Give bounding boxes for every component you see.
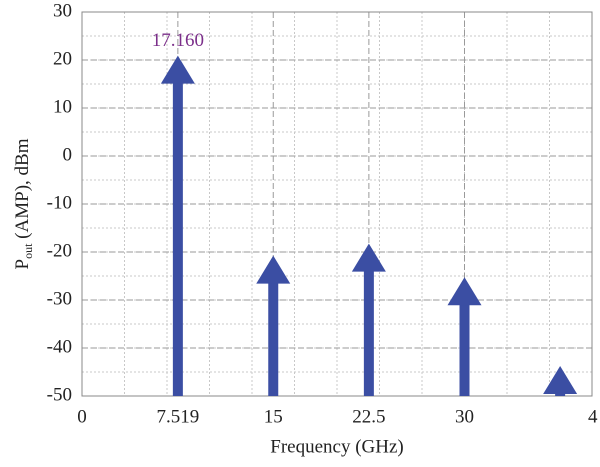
stem-marker bbox=[447, 277, 482, 306]
y-label-rest: (AMP), dBm bbox=[12, 138, 33, 243]
y-tick-label: -30 bbox=[47, 288, 72, 309]
plot-frame bbox=[81, 11, 593, 397]
y-tick-label: -20 bbox=[47, 240, 72, 261]
y-tick-label: -40 bbox=[47, 336, 72, 357]
stem-marker bbox=[256, 255, 291, 284]
x-axis-label: Frequency (GHz) bbox=[270, 436, 403, 457]
x-tick-label: 0 bbox=[77, 406, 87, 427]
y-tick-label: 0 bbox=[63, 144, 73, 165]
y-tick-label: 30 bbox=[53, 0, 72, 21]
y-tick-label: -10 bbox=[47, 192, 72, 213]
value-label: 17.160 bbox=[152, 30, 204, 51]
stem bbox=[172, 73, 183, 396]
stem-marker bbox=[543, 366, 578, 394]
x-tick-label: 15 bbox=[264, 406, 283, 427]
stem-marker bbox=[351, 243, 386, 272]
x-tick-label: 22.5 bbox=[352, 406, 385, 427]
y-label-main: P bbox=[12, 259, 33, 270]
stem bbox=[363, 261, 374, 396]
stem bbox=[459, 295, 470, 396]
y-axis-label: Pout (AMP), dBm bbox=[12, 138, 34, 269]
y-tick-label: -50 bbox=[47, 384, 72, 405]
x-tick-label: 7.519 bbox=[156, 406, 199, 427]
y-tick-label: 10 bbox=[53, 96, 72, 117]
stem bbox=[268, 273, 279, 396]
y-tick-label: 20 bbox=[53, 48, 72, 69]
y-label-sub: out bbox=[21, 243, 35, 259]
x-tick-label: 30 bbox=[455, 406, 474, 427]
x-tick-label: 4 bbox=[588, 406, 598, 427]
stem-marker bbox=[160, 55, 195, 84]
